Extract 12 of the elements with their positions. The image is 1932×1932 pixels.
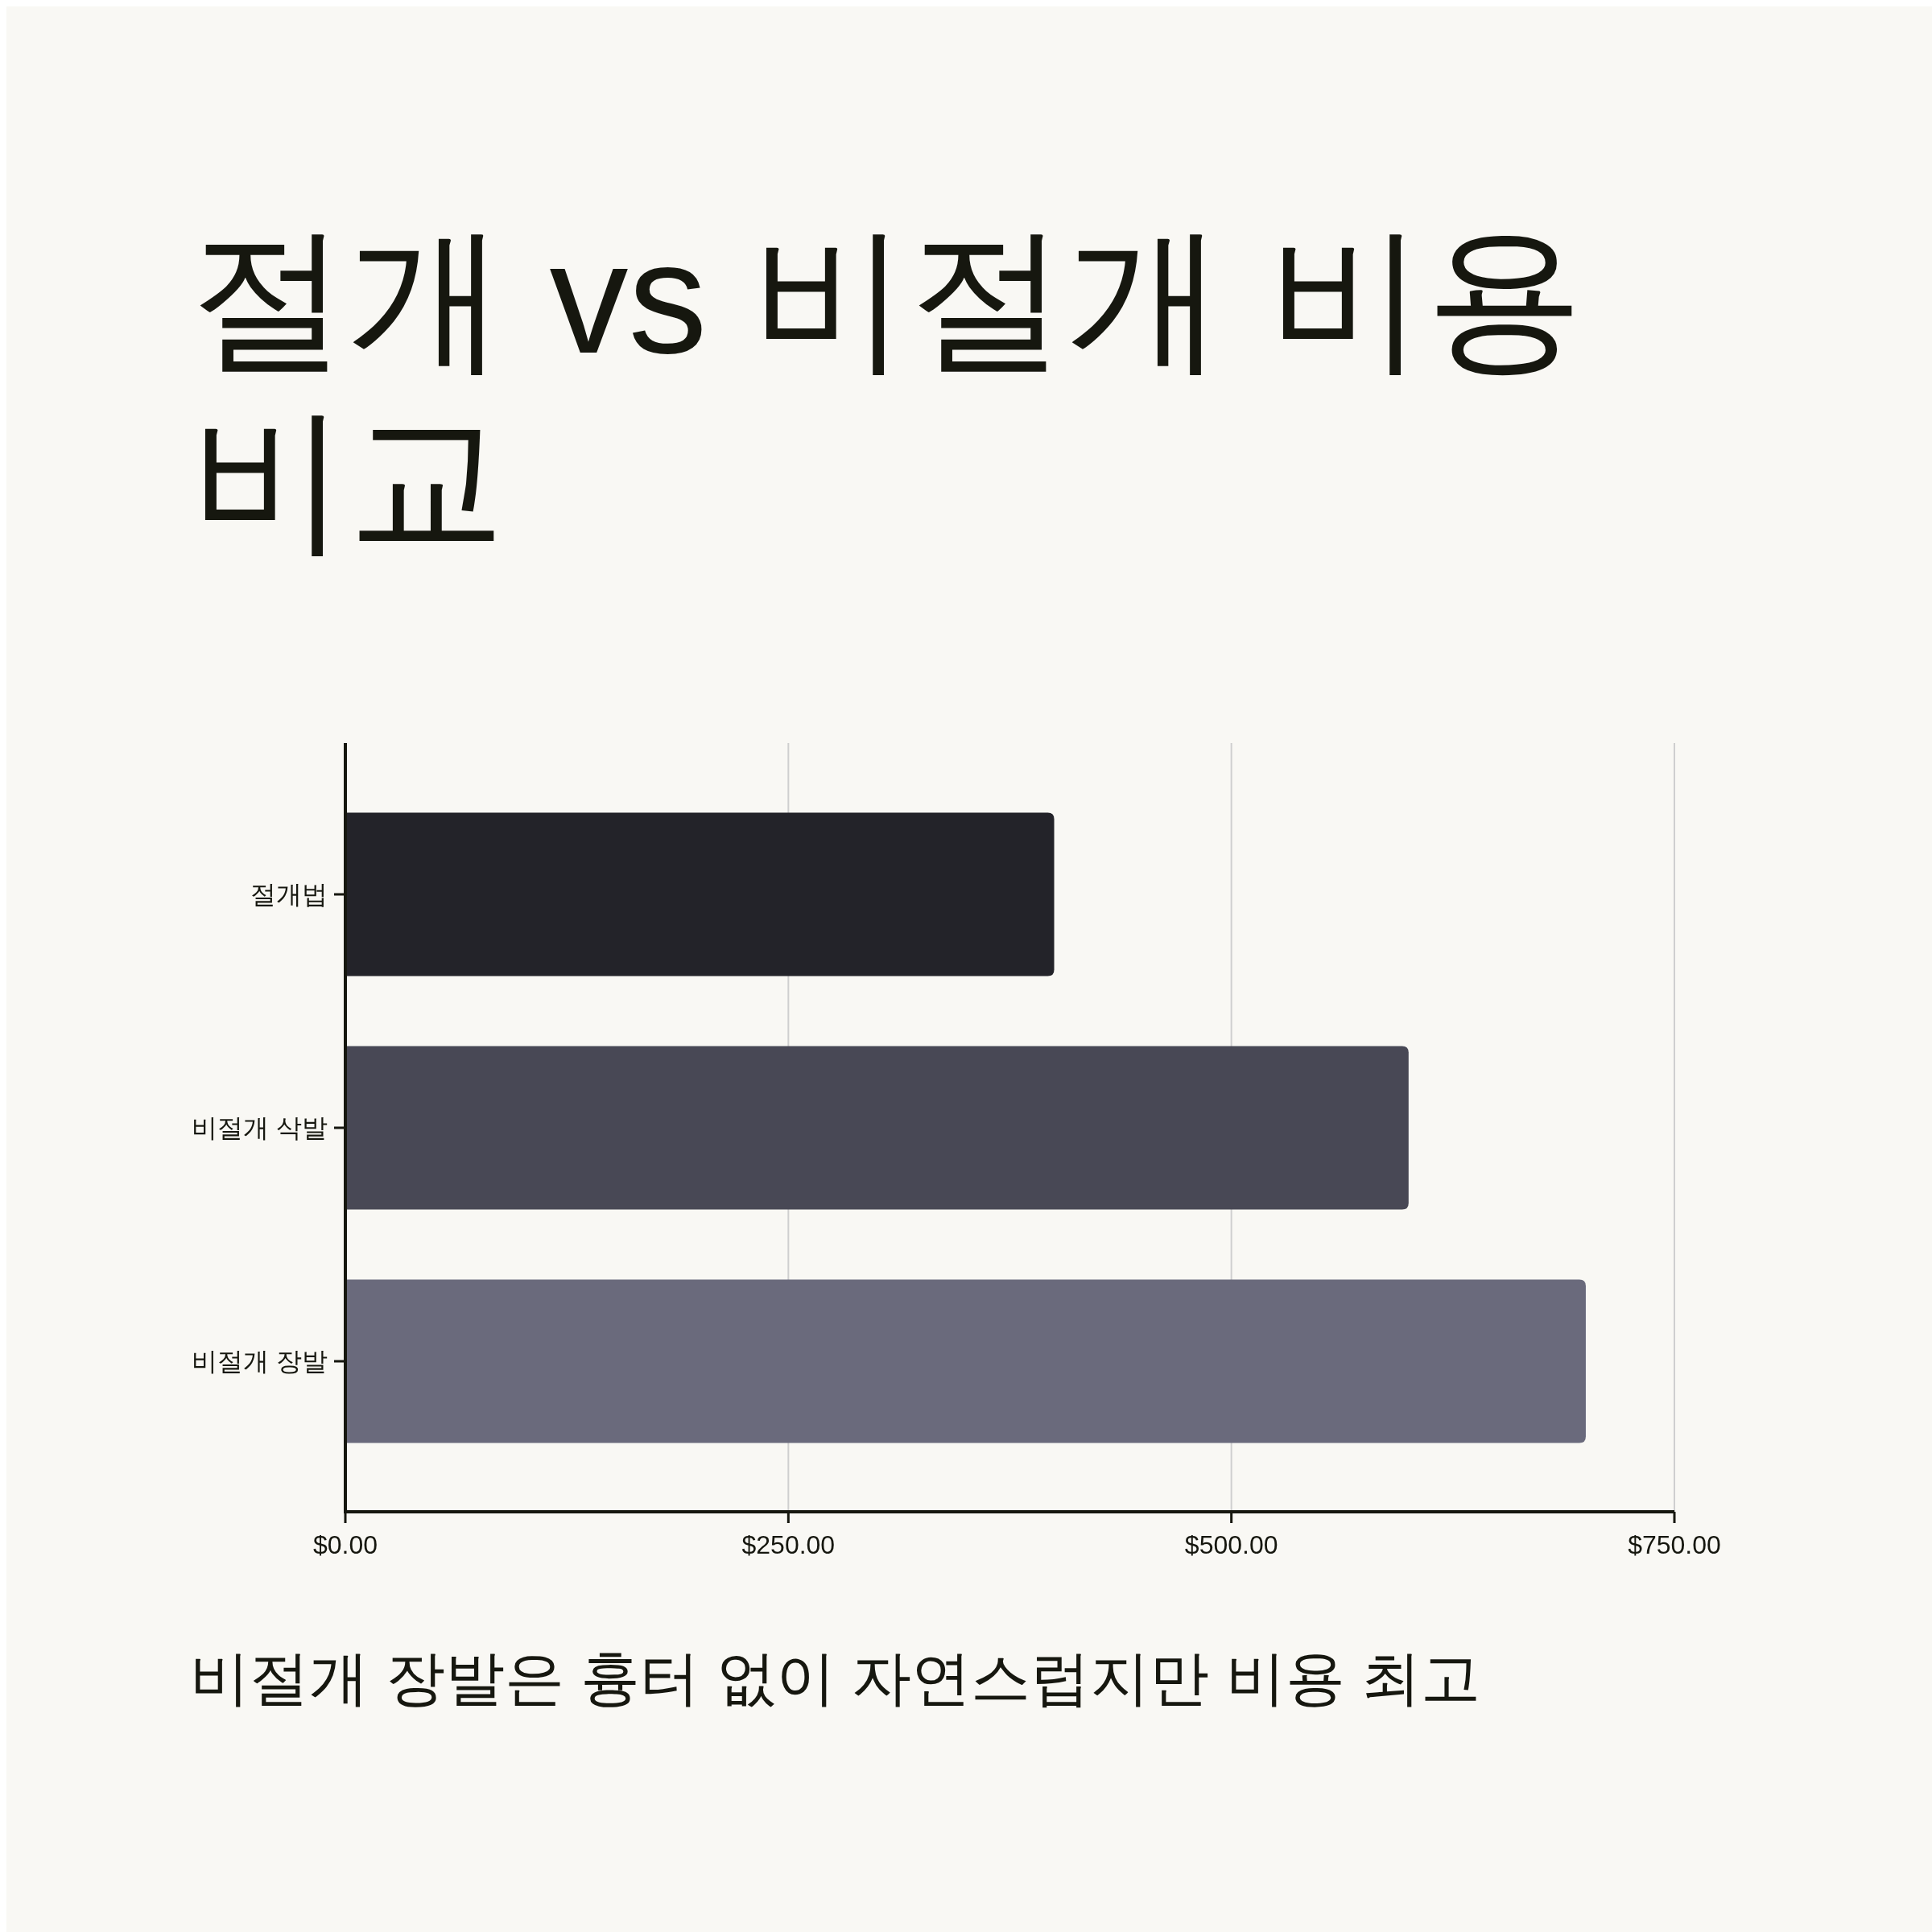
x-tick-label: $0.00: [312, 1530, 378, 1559]
y-tick-label: 비절개 삭발: [192, 1113, 328, 1142]
x-tick-label: $500.00: [1184, 1530, 1278, 1559]
y-tick-label: 비절개 장발: [192, 1347, 328, 1376]
chart-title: 절개 vs 비절개 비용 비교: [190, 209, 1585, 570]
text: 비절개 장발은 흉터 없이 자연스럽지만 비용 최고: [190, 1645, 1481, 1711]
bar: [345, 812, 1055, 976]
x-tick-label: $250.00: [741, 1530, 836, 1559]
bar: [345, 1046, 1409, 1210]
bar: [345, 1279, 1586, 1443]
y-tick-label: 절개법: [250, 880, 328, 909]
x-tick-label: $750.00: [1628, 1530, 1721, 1559]
